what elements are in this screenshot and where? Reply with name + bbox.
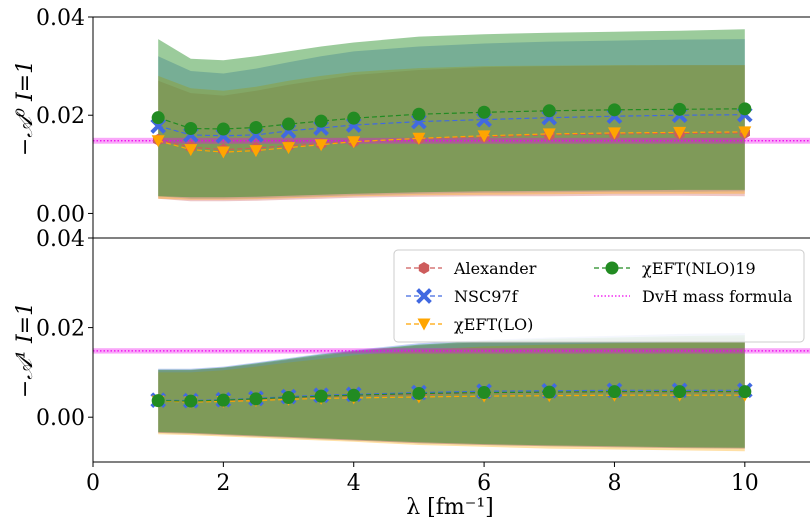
band--eft-lo- [158,341,745,452]
point--eft-nlo-19 [216,393,230,407]
y-tick-label: 0.04 [36,227,85,252]
point--eft-nlo-19 [249,392,263,406]
legend-label-alexander: Alexander [453,259,537,278]
bottom-ylabel: −𝒜¹ I=1 [13,302,38,398]
y-tick-label: 0.04 [36,6,85,31]
point--eft-nlo-19 [282,117,296,131]
y-tick-label: 0.00 [36,202,85,227]
x-tick-label: 2 [216,471,230,496]
x-tick-label: 0 [86,471,100,496]
band-nsc97f [158,39,745,199]
legend-label-nsc97f: NSC97f [454,287,519,306]
top-panel: 0.00 0.02 0.04 [36,6,810,239]
band-alexander [158,65,745,202]
point--eft-nlo-19 [738,102,752,116]
point--eft-nlo-19 [607,103,621,117]
point--eft-nlo-19 [412,386,426,400]
band--eft-lo- [158,65,745,200]
legend-label-dvh-mass-formula: DvH mass formula [642,287,793,306]
point--eft-nlo-19 [216,122,230,136]
point--eft-nlo-19 [673,102,687,116]
legend-marker-alexander [418,262,430,274]
x-tick-label: 10 [731,471,759,496]
point--eft-nlo-19 [314,389,328,403]
point--eft-nlo-19 [151,394,165,408]
y-tick-label: 0.02 [36,104,85,129]
point--eft-nlo-19 [314,114,328,128]
point--eft-lo- [673,126,687,139]
band-alexander [158,337,745,449]
point--eft-lo- [412,132,426,145]
point--eft-lo- [249,145,263,158]
point--eft-lo- [347,136,361,149]
x-tick-label: 6 [477,471,491,496]
point--eft-lo- [477,130,491,143]
point--eft-nlo-19 [184,121,198,135]
point--eft-nlo-19 [477,386,491,400]
y-tick-label: 0.02 [36,317,85,342]
point--eft-lo- [151,135,165,148]
point--eft-lo- [738,126,752,139]
point--eft-nlo-19 [738,385,752,399]
point--eft-nlo-19 [151,111,165,125]
point--eft-nlo-19 [607,385,621,399]
point--eft-nlo-19 [347,111,361,125]
y-tick-label: 0.00 [36,406,85,431]
point--eft-lo- [607,127,621,140]
band--eft-nlo-19 [158,29,745,198]
legend-label--eft-lo-: χEFT(LO) [454,315,533,334]
legend: Alexander NSC97f χEFT(LO) χEFT(NLO)19 DvH ma… [393,249,805,343]
point--eft-nlo-19 [477,105,491,119]
legend-marker-nsc97f [416,288,432,304]
point--eft-nlo-19 [412,107,426,121]
point--eft-nlo-19 [673,385,687,399]
legend-marker--eft-nlo-19 [605,261,619,275]
band-nsc97f [158,333,745,449]
point--eft-lo- [184,144,198,157]
point--eft-lo- [542,128,556,141]
point--eft-nlo-19 [282,390,296,404]
legend-label--eft-nlo-19: χEFT(NLO)19 [642,259,756,278]
point--eft-nlo-19 [542,104,556,118]
point--eft-lo- [216,146,230,159]
x-tick-label: 4 [347,471,361,496]
point--eft-nlo-19 [249,121,263,134]
legend-marker--eft-lo- [417,318,431,331]
x-tick-label: 8 [607,471,621,496]
x-axis-label: λ [fm⁻¹] [406,495,494,520]
top-ylabel: −𝒜⁰ I=1 [13,60,38,156]
point--eft-lo- [282,142,296,155]
point--eft-nlo-19 [347,388,361,402]
bottom-panel: 0.00 0.02 0.04 0 2 4 6 8 10 [36,227,810,496]
point--eft-nlo-19 [184,394,198,408]
point--eft-lo- [314,139,328,152]
band--eft-nlo-19 [158,335,745,448]
point--eft-nlo-19 [542,385,556,399]
